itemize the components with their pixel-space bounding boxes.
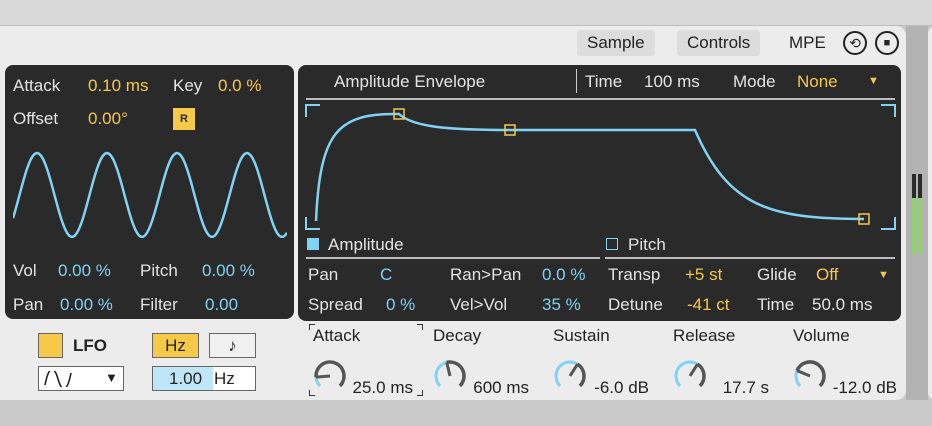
- pan-label: Pan: [308, 265, 339, 284]
- knob-label: Sustain: [553, 326, 610, 345]
- knob-value: 600 ms: [473, 378, 529, 397]
- lfo-filter-label: Filter: [140, 295, 178, 314]
- sine-wave-icon: [44, 371, 72, 387]
- pitch-section-label[interactable]: Pitch: [628, 235, 666, 254]
- sync-mode-button[interactable]: ♪: [209, 333, 256, 358]
- lfo-pitch-value[interactable]: 0.00 %: [202, 261, 255, 280]
- lfo-offset-value[interactable]: 0.00°: [88, 109, 128, 128]
- glide-value[interactable]: Off: [816, 265, 839, 284]
- knob-dial[interactable]: [433, 326, 473, 398]
- lfo-wave: [13, 151, 287, 239]
- mode-dropdown-icon[interactable]: ▼: [868, 75, 879, 87]
- lfo-waveform-select[interactable]: ▼: [38, 366, 124, 391]
- lfo-offset-label: Offset: [13, 109, 59, 128]
- ranpan-label: Ran>Pan: [450, 265, 522, 284]
- lfo-waveform-display: [13, 151, 287, 239]
- spread-value[interactable]: 0 %: [386, 295, 416, 314]
- hot-swap-icon[interactable]: ⟲: [843, 31, 867, 55]
- knob-label: Volume: [793, 326, 850, 345]
- ranpan-value[interactable]: 0.0 %: [542, 265, 586, 284]
- knob-label: Release: [673, 326, 736, 345]
- amplitude-toggle[interactable]: [307, 238, 319, 250]
- spread-label: Spread: [308, 295, 363, 314]
- knob-label: Attack: [313, 326, 361, 345]
- lfo-rate-unit: Hz: [214, 369, 235, 388]
- lfo-rate-field[interactable]: 1.00 Hz: [152, 366, 256, 391]
- knob-volume[interactable]: Volume -12.0 dB: [793, 326, 903, 398]
- knob-decay[interactable]: Decay 600 ms: [433, 326, 543, 398]
- device-strip: [906, 26, 928, 400]
- tab-sample[interactable]: Sample: [577, 30, 655, 56]
- hz-mode-button[interactable]: Hz: [152, 333, 199, 358]
- decay-handle: [504, 124, 516, 136]
- save-preset-icon[interactable]: ■: [875, 31, 899, 55]
- lfo-key-value[interactable]: 0.0 %: [218, 76, 262, 95]
- knob-value: 17.7 s: [722, 378, 769, 397]
- knob-dial[interactable]: [553, 326, 593, 398]
- glide-label: Glide: [757, 265, 797, 284]
- knob-dial[interactable]: [313, 326, 353, 398]
- env-time-value[interactable]: 100 ms: [644, 72, 700, 91]
- chevron-down-icon: ▼: [105, 370, 118, 385]
- envelope-panel: Amplitude Envelope Time 100 ms Mode None…: [298, 65, 901, 321]
- knob-value: 25.0 ms: [352, 378, 413, 397]
- amplitude-label[interactable]: Amplitude: [328, 235, 404, 254]
- release-handle: [858, 213, 870, 225]
- lfo-attack-value[interactable]: 0.10 ms: [88, 76, 149, 95]
- lfo-pitch-label: Pitch: [140, 261, 178, 280]
- tab-controls[interactable]: Controls: [677, 30, 761, 56]
- transp-value[interactable]: +5 st: [685, 265, 723, 284]
- pan-value[interactable]: C: [380, 265, 393, 284]
- lfo-filter-value[interactable]: 0.00: [205, 295, 239, 314]
- knob-value: -12.0 dB: [832, 378, 897, 397]
- lfo-vol-label: Vol: [13, 261, 37, 280]
- knob-value: -6.0 dB: [594, 378, 649, 397]
- envelope-display[interactable]: [298, 101, 901, 233]
- detune-label: Detune: [608, 295, 663, 314]
- envelope-title: Amplitude Envelope: [334, 72, 486, 91]
- knob-release[interactable]: Release 17.7 s: [673, 326, 783, 398]
- env-mode-value[interactable]: None: [797, 72, 838, 91]
- env-mode-label: Mode: [733, 72, 776, 91]
- velvol-label: Vel>Vol: [450, 295, 508, 314]
- glide-time-label: Time: [757, 295, 795, 314]
- knob-attack[interactable]: Attack 25.0 ms: [313, 326, 423, 398]
- attack-handle: [393, 108, 405, 120]
- knob-dial[interactable]: [793, 326, 833, 398]
- next-device: [928, 26, 932, 400]
- lfo-pan-value[interactable]: 0.00 %: [60, 295, 113, 314]
- detune-value[interactable]: -41 ct: [687, 295, 730, 314]
- lfo-enable-toggle[interactable]: [38, 333, 63, 358]
- knob-dial[interactable]: [673, 326, 713, 398]
- env-time-label: Time: [585, 72, 623, 91]
- glide-dropdown-icon[interactable]: ▼: [878, 269, 889, 281]
- lfo-panel: Attack 0.10 ms Key 0.0 % Offset 0.00° R …: [5, 65, 294, 319]
- envelope-curve: [314, 112, 865, 222]
- lfo-enable-label: LFO: [73, 336, 107, 355]
- lfo-rate-value: 1.00: [169, 369, 203, 388]
- output-meter: [912, 174, 922, 254]
- knob-sustain[interactable]: Sustain -6.0 dB: [553, 326, 663, 398]
- velvol-value[interactable]: 35 %: [542, 295, 581, 314]
- retrigger-button[interactable]: R: [173, 108, 195, 130]
- transp-label: Transp: [608, 265, 661, 284]
- lfo-pan-label: Pan: [13, 295, 44, 314]
- lfo-key-label: Key: [173, 76, 203, 95]
- tab-mpe[interactable]: MPE: [789, 33, 826, 52]
- lfo-attack-label: Attack: [13, 76, 61, 95]
- lfo-vol-value[interactable]: 0.00 %: [58, 261, 111, 280]
- knob-label: Decay: [433, 326, 482, 345]
- pitch-toggle[interactable]: [606, 238, 618, 250]
- glide-time-value[interactable]: 50.0 ms: [812, 295, 873, 314]
- top-band: [0, 0, 932, 26]
